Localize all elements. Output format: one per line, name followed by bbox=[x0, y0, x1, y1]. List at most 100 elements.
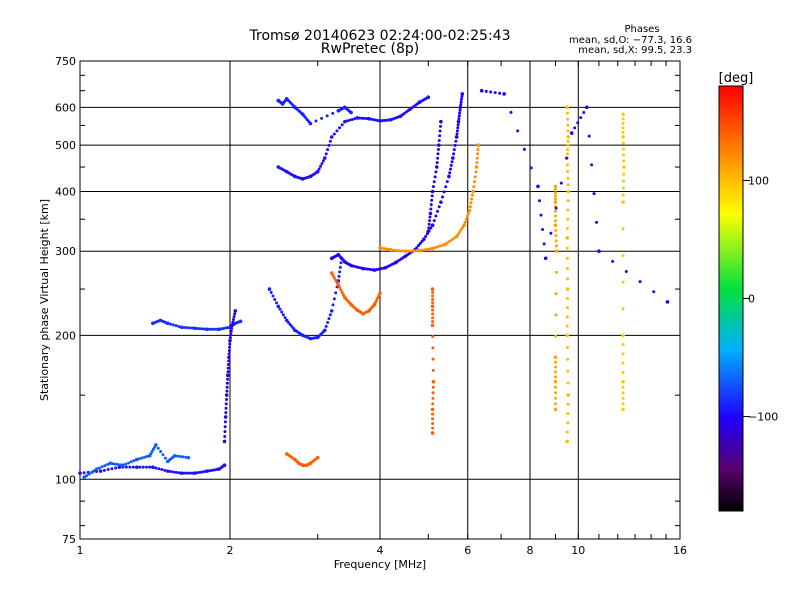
data-point bbox=[471, 189, 475, 194]
x-tick-label: 1 bbox=[77, 544, 84, 557]
data-point bbox=[222, 439, 227, 444]
data-point bbox=[621, 130, 625, 134]
data-point bbox=[338, 265, 342, 269]
data-point bbox=[233, 312, 237, 316]
data-point bbox=[430, 194, 434, 198]
data-point bbox=[323, 328, 327, 333]
data-point bbox=[345, 119, 349, 123]
data-point bbox=[566, 183, 570, 187]
data-point bbox=[212, 468, 216, 472]
data-point bbox=[184, 455, 188, 459]
data-point bbox=[427, 226, 431, 230]
data-point bbox=[542, 242, 546, 246]
data-point bbox=[431, 316, 435, 320]
data-point bbox=[223, 415, 228, 419]
data-point bbox=[459, 228, 463, 232]
data-point bbox=[621, 117, 625, 121]
data-point bbox=[566, 189, 571, 194]
data-point bbox=[621, 333, 625, 338]
data-point bbox=[587, 134, 591, 138]
data-point bbox=[565, 227, 569, 231]
data-point bbox=[431, 412, 435, 416]
data-point bbox=[489, 90, 493, 94]
data-point bbox=[553, 385, 557, 389]
data-point bbox=[226, 377, 230, 381]
data-point bbox=[430, 189, 435, 194]
data-point bbox=[622, 159, 626, 163]
data-point bbox=[329, 309, 334, 313]
data-point bbox=[349, 110, 353, 115]
data-point bbox=[111, 462, 115, 466]
data-point bbox=[431, 402, 435, 406]
data-point bbox=[161, 453, 165, 457]
data-point bbox=[566, 296, 570, 300]
data-point bbox=[428, 215, 432, 219]
data-point bbox=[430, 323, 435, 328]
data-point bbox=[186, 455, 191, 460]
data-point bbox=[224, 326, 228, 330]
chart-subtitle: RwPretec (8p) bbox=[321, 41, 419, 57]
data-point bbox=[181, 455, 185, 459]
data-point bbox=[450, 238, 454, 242]
data-point bbox=[566, 369, 570, 373]
data-point bbox=[378, 291, 382, 296]
data-point bbox=[116, 462, 120, 466]
data-point bbox=[472, 180, 476, 184]
data-point bbox=[565, 105, 569, 110]
data-point bbox=[529, 166, 533, 170]
data-point bbox=[403, 249, 408, 254]
data-point bbox=[417, 244, 421, 248]
data-point bbox=[443, 242, 447, 247]
data-point bbox=[278, 307, 282, 311]
data-point bbox=[374, 300, 378, 304]
data-point bbox=[584, 105, 589, 110]
data-point bbox=[269, 291, 273, 295]
data-point bbox=[425, 247, 429, 251]
data-point bbox=[554, 292, 558, 296]
data-point bbox=[475, 156, 479, 160]
data-point bbox=[174, 324, 178, 328]
data-point bbox=[621, 280, 625, 284]
data-point bbox=[103, 464, 107, 468]
data-point bbox=[233, 309, 238, 313]
data-point bbox=[371, 118, 375, 122]
data-point bbox=[171, 470, 175, 474]
data-point bbox=[438, 124, 442, 128]
data-point bbox=[565, 306, 569, 310]
data-point bbox=[484, 89, 488, 93]
data-point bbox=[138, 465, 142, 469]
data-point bbox=[225, 397, 229, 401]
data-point bbox=[338, 285, 342, 289]
data-point bbox=[229, 332, 233, 336]
data-point bbox=[228, 338, 232, 343]
data-point bbox=[621, 141, 625, 145]
data-point bbox=[223, 435, 227, 439]
data-point bbox=[431, 312, 435, 316]
data-point bbox=[468, 205, 472, 209]
data-point bbox=[428, 211, 433, 216]
data-point bbox=[621, 121, 625, 125]
data-point bbox=[118, 463, 122, 467]
data-point bbox=[340, 123, 344, 127]
x-tick-label: 10 bbox=[571, 544, 585, 557]
data-point bbox=[226, 373, 230, 378]
data-point bbox=[223, 425, 227, 429]
data-point bbox=[553, 184, 558, 189]
data-point bbox=[223, 420, 227, 424]
data-point bbox=[442, 190, 446, 194]
data-point bbox=[281, 313, 285, 317]
data-point bbox=[435, 161, 439, 165]
data-point bbox=[205, 327, 209, 332]
data-point bbox=[554, 249, 559, 254]
y-axis-label: Stationary phase Virtual Height [km] bbox=[38, 199, 51, 401]
data-point bbox=[338, 126, 342, 130]
data-point bbox=[331, 303, 335, 307]
data-point bbox=[156, 446, 160, 450]
data-point bbox=[469, 201, 473, 205]
data-point bbox=[226, 366, 230, 370]
data-point bbox=[134, 457, 139, 462]
data-point bbox=[321, 159, 325, 163]
data-point bbox=[190, 471, 194, 475]
data-point bbox=[553, 209, 557, 213]
data-point bbox=[438, 129, 442, 133]
